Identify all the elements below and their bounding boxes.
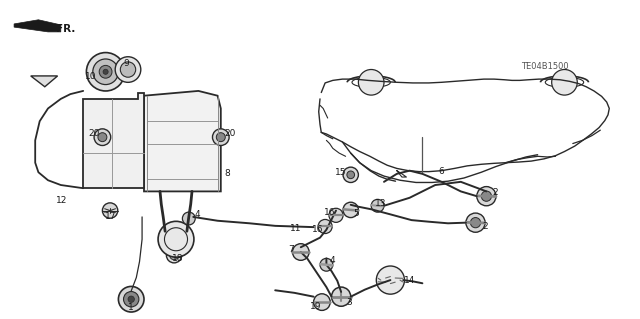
Text: 11: 11 [290, 224, 301, 233]
Circle shape [332, 287, 351, 306]
Text: 13: 13 [375, 199, 387, 208]
Circle shape [166, 248, 182, 263]
Text: 14: 14 [404, 276, 415, 285]
Circle shape [99, 65, 112, 78]
Circle shape [343, 202, 358, 218]
Circle shape [93, 59, 118, 85]
Text: 3: 3 [346, 298, 351, 307]
Text: 12: 12 [56, 196, 68, 205]
Circle shape [552, 70, 577, 95]
Text: 20: 20 [225, 129, 236, 138]
Text: 8: 8 [225, 169, 230, 178]
Circle shape [98, 133, 107, 142]
Text: FR.: FR. [56, 24, 76, 34]
Circle shape [120, 62, 136, 77]
Circle shape [376, 266, 404, 294]
Text: 16: 16 [324, 208, 335, 217]
Polygon shape [144, 91, 221, 191]
Circle shape [477, 187, 496, 206]
Text: 17: 17 [105, 212, 116, 221]
Text: 15: 15 [335, 168, 347, 177]
Text: 5: 5 [353, 209, 358, 218]
Circle shape [128, 296, 134, 302]
Text: 10: 10 [85, 72, 97, 81]
Polygon shape [14, 20, 61, 32]
Text: 7: 7 [289, 245, 294, 254]
Text: 19: 19 [310, 302, 322, 311]
Text: 6: 6 [439, 167, 444, 176]
Circle shape [292, 244, 309, 260]
Text: 2: 2 [493, 188, 498, 197]
Circle shape [329, 208, 343, 222]
Circle shape [103, 69, 108, 74]
Circle shape [470, 218, 481, 228]
Text: 2: 2 [483, 222, 488, 231]
Circle shape [94, 129, 111, 145]
Text: 1: 1 [129, 303, 134, 312]
Circle shape [320, 258, 333, 271]
Text: 4: 4 [195, 210, 200, 219]
Circle shape [466, 213, 485, 232]
Text: 20: 20 [88, 129, 100, 138]
Circle shape [170, 251, 179, 260]
Circle shape [102, 203, 118, 218]
Text: 18: 18 [172, 254, 184, 263]
Text: TE04B1500: TE04B1500 [522, 62, 569, 71]
Circle shape [371, 199, 384, 212]
Circle shape [343, 167, 358, 182]
Circle shape [216, 133, 225, 142]
Circle shape [115, 57, 141, 82]
Circle shape [158, 221, 194, 257]
Circle shape [318, 219, 332, 234]
Polygon shape [83, 93, 144, 188]
Polygon shape [31, 76, 58, 87]
Circle shape [118, 286, 144, 312]
Circle shape [124, 292, 139, 307]
Text: 9: 9 [124, 59, 129, 68]
Circle shape [212, 129, 229, 145]
Text: 4: 4 [330, 256, 335, 265]
Circle shape [481, 191, 492, 201]
Circle shape [358, 70, 384, 95]
Circle shape [314, 294, 330, 310]
Circle shape [86, 53, 125, 91]
Text: 16: 16 [312, 225, 323, 234]
Circle shape [182, 212, 195, 225]
Circle shape [347, 171, 355, 179]
